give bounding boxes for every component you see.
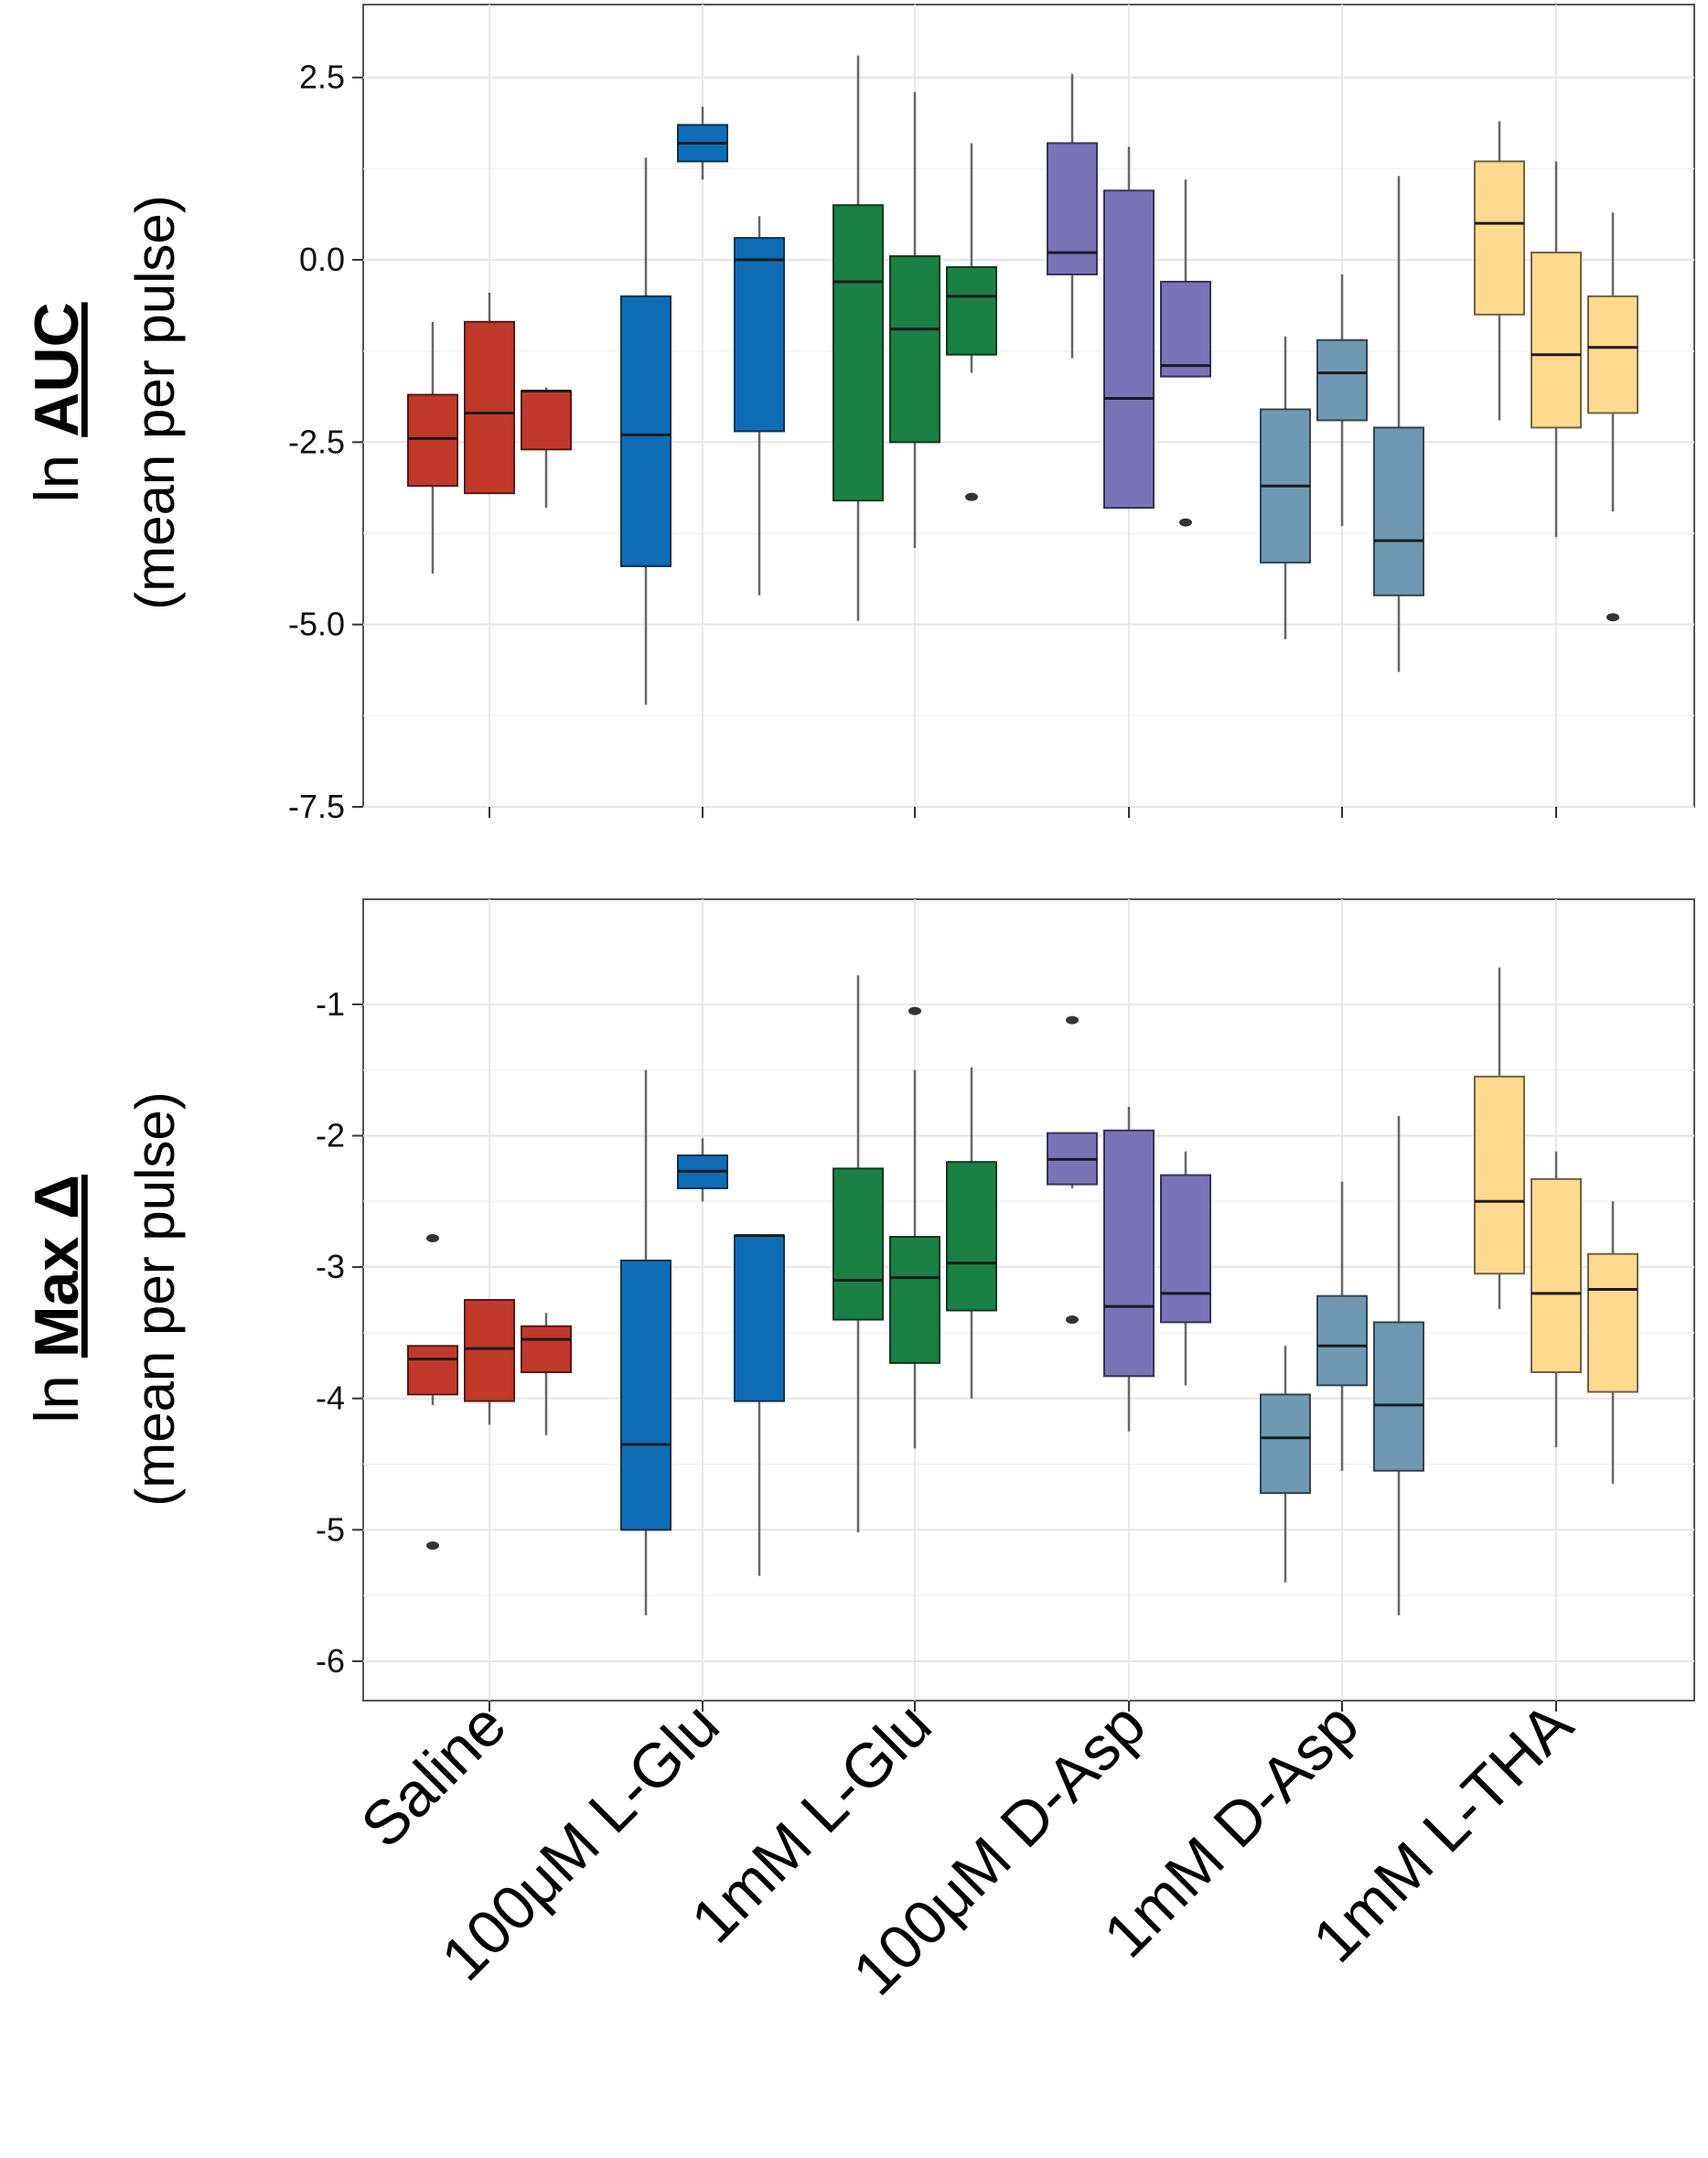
- auc-ylabel-metric: AUC: [22, 302, 91, 436]
- box: [1103, 1129, 1155, 1378]
- box: [889, 1236, 940, 1364]
- outlier-point: [1606, 613, 1619, 622]
- outlier-point: [908, 1006, 921, 1015]
- box-group-1: [620, 106, 785, 705]
- outlier-point: [426, 1541, 439, 1551]
- svg-text:ln AUC: ln AUC: [22, 302, 91, 502]
- box: [1103, 189, 1155, 510]
- auc-y-axis-ticks: 2.5 0.0 -2.5 -5.0 -7.5: [288, 59, 363, 825]
- box-group-3: [1047, 1015, 1211, 1432]
- box-group-5: [1474, 121, 1638, 622]
- y-tick-label: -3: [316, 1248, 345, 1285]
- outlier-point: [1066, 1315, 1079, 1325]
- outlier-point: [426, 1234, 439, 1243]
- box: [1316, 338, 1368, 422]
- box: [1160, 280, 1211, 378]
- auc-y-axis-title: ln AUC (mean per pulse): [22, 195, 186, 610]
- box-group-0: [407, 1234, 572, 1551]
- max-delta-plot-frame: [362, 898, 1695, 1702]
- y-tick-label: -4: [316, 1380, 345, 1417]
- auc-panel: 2.5 0.0 -2.5 -5.0 -7.5 ln AUC (mean per puls…: [22, 4, 1695, 825]
- x-category-label: Saline: [348, 1690, 519, 1861]
- max-delta-ylabel-sub: (mean per pulse): [124, 1091, 186, 1507]
- box-group-2: [833, 975, 997, 1533]
- y-tick-label: -2: [316, 1116, 345, 1154]
- box: [833, 204, 884, 502]
- box: [620, 295, 671, 567]
- box: [1373, 1321, 1424, 1472]
- y-tick-label: -1: [316, 985, 345, 1023]
- box-group-4: [1260, 176, 1424, 672]
- y-tick-label: -5: [316, 1510, 345, 1548]
- box: [946, 266, 997, 356]
- max-delta-boxes: [407, 967, 1638, 1616]
- y-tick-label: 2.5: [299, 59, 345, 96]
- outlier-point: [965, 492, 978, 501]
- y-tick-label: -5.0: [288, 606, 345, 643]
- box: [1531, 252, 1582, 429]
- max-delta-ylabel-prefix: ln: [22, 1375, 91, 1423]
- y-tick-label: -7.5: [288, 788, 345, 825]
- box: [521, 390, 572, 451]
- box: [889, 255, 940, 444]
- box-group-4: [1260, 1115, 1424, 1616]
- box: [407, 1345, 458, 1396]
- box: [833, 1167, 884, 1321]
- box-group-2: [833, 55, 997, 621]
- box: [464, 1299, 515, 1402]
- max-delta-panel: -1 -2 -3 -4 -5 -6 ln Max Δ (mean per pulse): [22, 898, 1695, 1712]
- auc-ylabel-prefix: ln: [22, 455, 91, 503]
- max-delta-x-axis-ticks: [489, 1701, 1557, 1712]
- box: [1531, 1177, 1582, 1373]
- auc-ylabel-sub: (mean per pulse): [124, 195, 186, 610]
- box: [620, 1259, 671, 1531]
- box: [1474, 160, 1525, 316]
- box: [1316, 1294, 1368, 1387]
- box: [1373, 426, 1424, 596]
- box-group-1: [620, 1069, 785, 1616]
- auc-plot-frame: [362, 4, 1695, 808]
- max-delta-ylabel-metric: Max Δ: [22, 1175, 91, 1358]
- box: [464, 320, 515, 495]
- box-group-0: [407, 292, 572, 574]
- outlier-point: [1179, 518, 1192, 527]
- y-tick-label: -6: [316, 1642, 345, 1680]
- outlier-point: [1066, 1015, 1079, 1025]
- max-delta-y-axis-title: ln Max Δ (mean per pulse): [22, 1091, 186, 1507]
- auc-x-axis-ticks: [489, 807, 1557, 818]
- auc-boxes: [407, 55, 1638, 705]
- box: [1587, 295, 1638, 414]
- box: [734, 237, 785, 433]
- box: [946, 1161, 997, 1312]
- y-tick-label: -2.5: [288, 423, 345, 460]
- box: [521, 1325, 572, 1373]
- box: [1160, 1174, 1211, 1324]
- box: [1047, 142, 1098, 275]
- max-delta-y-axis-ticks: -1 -2 -3 -4 -5 -6: [316, 985, 363, 1680]
- svg-text:ln Max Δ: ln Max Δ: [22, 1175, 91, 1423]
- box: [1587, 1252, 1638, 1393]
- box: [1260, 1393, 1311, 1495]
- box: [734, 1234, 785, 1402]
- box-group-5: [1474, 967, 1638, 1485]
- box: [1474, 1075, 1525, 1275]
- y-tick-label: 0.0: [299, 241, 345, 278]
- box-group-3: [1047, 73, 1211, 527]
- box: [407, 393, 458, 488]
